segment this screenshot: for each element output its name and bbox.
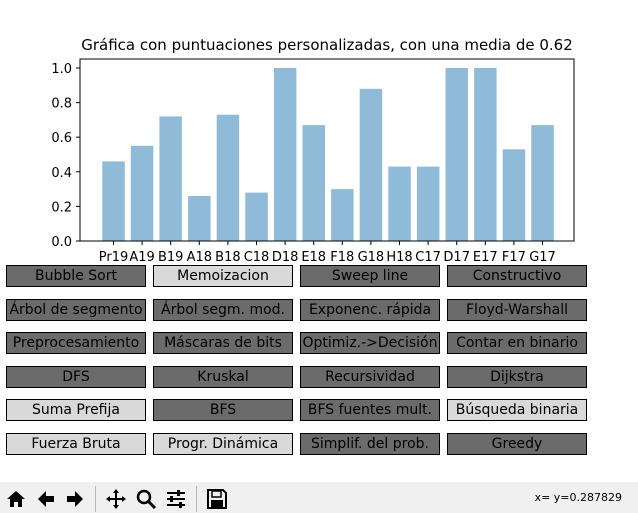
algorithm-button[interactable]: Constructivo bbox=[447, 265, 587, 287]
chart: Gráfica con puntuaciones personalizadas,… bbox=[51, 36, 575, 265]
bars-group bbox=[102, 68, 554, 241]
x-tick-label: H18 bbox=[386, 250, 412, 265]
x-axis: Pr19 A19 B19 A18 B18 C18 D18 E18 F18 G18 H18 C17 D17… bbox=[99, 241, 556, 265]
x-tick-label: D17 bbox=[443, 250, 470, 265]
y-tick-label: 0.0 bbox=[51, 235, 72, 250]
x-tick-label: F18 bbox=[330, 250, 354, 265]
zoom-icon[interactable] bbox=[133, 486, 159, 512]
bar-B19 bbox=[159, 116, 182, 241]
x-tick-label: F17 bbox=[502, 250, 526, 265]
bar-D18 bbox=[273, 68, 297, 241]
bar-G17 bbox=[531, 125, 554, 241]
x-tick-label: B19 bbox=[158, 250, 183, 265]
bar-G18 bbox=[359, 88, 383, 241]
algorithm-button[interactable]: Contar en binario bbox=[447, 332, 587, 354]
x-tick-label: A19 bbox=[129, 250, 154, 265]
bar-Pr19 bbox=[102, 161, 125, 241]
bar-F18 bbox=[331, 189, 354, 241]
bar-E17 bbox=[474, 68, 497, 241]
algorithm-button[interactable]: Fuerza Bruta bbox=[6, 433, 146, 455]
x-tick-label: D18 bbox=[272, 250, 299, 265]
navigation-toolbar: x= y=0.287829 bbox=[0, 482, 638, 513]
coordinates-readout: x= y=0.287829 bbox=[534, 491, 622, 504]
algorithm-button[interactable]: Máscaras de bits bbox=[153, 332, 293, 354]
bar-A18 bbox=[188, 196, 211, 241]
algorithm-button[interactable]: Greedy bbox=[447, 433, 587, 455]
algorithm-button[interactable]: Kruskal bbox=[153, 366, 293, 388]
x-tick-label: E18 bbox=[301, 250, 326, 265]
algorithm-button[interactable]: Bubble Sort bbox=[6, 265, 146, 287]
forward-icon[interactable] bbox=[62, 486, 88, 512]
y-tick-label: 0.2 bbox=[51, 200, 72, 215]
save-icon[interactable] bbox=[204, 486, 230, 512]
algorithm-button[interactable]: Búsqueda binaria bbox=[447, 399, 587, 421]
x-tick-label: Pr19 bbox=[99, 250, 129, 265]
configure-subplots-icon[interactable] bbox=[163, 486, 189, 512]
algorithm-button[interactable]: BFS fuentes mult. bbox=[300, 399, 440, 421]
bar-D17 bbox=[445, 68, 468, 241]
bar-C17 bbox=[416, 166, 440, 241]
x-tick-label: C18 bbox=[244, 250, 270, 265]
algorithm-button[interactable]: Progr. Dinámica bbox=[153, 433, 293, 455]
bar-B18 bbox=[216, 114, 240, 241]
chart-title: Gráfica con puntuaciones personalizadas,… bbox=[81, 36, 573, 54]
toolbar-separator bbox=[95, 486, 96, 512]
x-tick-label: G17 bbox=[529, 250, 556, 265]
y-tick-label: 1.0 bbox=[51, 62, 72, 77]
y-tick-label: 0.8 bbox=[51, 97, 72, 112]
bar-A19 bbox=[130, 145, 154, 241]
bar-H18 bbox=[388, 166, 411, 241]
y-tick-label: 0.4 bbox=[51, 166, 72, 181]
toolbar-separator bbox=[196, 486, 197, 512]
x-tick-label: C17 bbox=[415, 250, 441, 265]
algorithm-button[interactable]: Preprocesamiento bbox=[6, 332, 146, 354]
algorithm-button[interactable]: Memoizacion bbox=[153, 265, 293, 287]
algorithm-button[interactable]: Árbol de segmento bbox=[6, 299, 146, 321]
bar-F17 bbox=[502, 149, 526, 241]
algorithm-button[interactable]: Dijkstra bbox=[447, 366, 587, 388]
pan-icon[interactable] bbox=[103, 486, 129, 512]
x-tick-label: E17 bbox=[473, 250, 498, 265]
home-icon[interactable] bbox=[3, 486, 29, 512]
x-tick-label: A18 bbox=[187, 250, 212, 265]
algorithm-button[interactable]: Exponenc. rápida bbox=[300, 299, 440, 321]
y-tick-label: 0.6 bbox=[51, 131, 72, 146]
algorithm-button[interactable]: Floyd-Warshall bbox=[447, 299, 587, 321]
algorithm-button[interactable]: Árbol segm. mod. bbox=[153, 299, 293, 321]
algorithm-button[interactable]: Optimiz.->Decisión bbox=[300, 332, 440, 354]
algorithm-button[interactable]: Recursividad bbox=[300, 366, 440, 388]
plot-frame bbox=[79, 58, 575, 242]
back-icon[interactable] bbox=[33, 486, 59, 512]
y-axis: 0.0 0.2 0.4 0.6 0.8 1.0 bbox=[51, 62, 80, 250]
bar-C18 bbox=[245, 192, 268, 241]
algorithm-button[interactable]: BFS bbox=[153, 399, 293, 421]
algorithm-button[interactable]: Suma Prefija bbox=[6, 399, 146, 421]
x-tick-label: G18 bbox=[358, 250, 385, 265]
algorithm-button[interactable]: Sweep line bbox=[300, 265, 440, 287]
algorithm-button[interactable]: Simplif. del prob. bbox=[300, 433, 440, 455]
algorithm-button[interactable]: DFS bbox=[6, 366, 146, 388]
x-tick-label: B18 bbox=[215, 250, 240, 265]
bar-E18 bbox=[302, 125, 325, 241]
